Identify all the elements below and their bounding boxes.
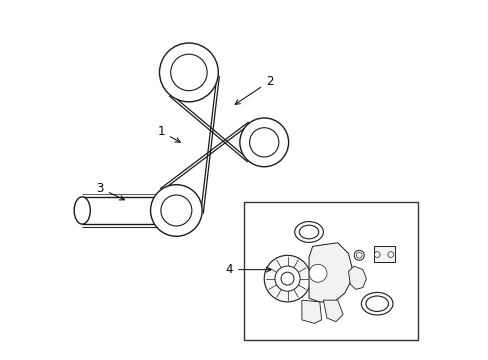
Polygon shape [301, 300, 321, 323]
Ellipse shape [365, 296, 387, 311]
Circle shape [170, 54, 207, 91]
Circle shape [353, 250, 364, 260]
Circle shape [159, 43, 218, 102]
Circle shape [387, 252, 393, 257]
Bar [373, 246, 394, 262]
Text: 4: 4 [225, 263, 270, 276]
Ellipse shape [294, 222, 323, 242]
Text: 3: 3 [97, 182, 124, 200]
Circle shape [239, 118, 288, 167]
Ellipse shape [74, 197, 90, 224]
Circle shape [356, 252, 362, 258]
Text: 1: 1 [157, 125, 180, 142]
Bar [244, 202, 418, 339]
Ellipse shape [299, 225, 318, 239]
Polygon shape [348, 266, 366, 289]
Circle shape [281, 272, 293, 285]
Circle shape [161, 195, 191, 226]
Polygon shape [323, 300, 343, 321]
Circle shape [150, 185, 202, 236]
Circle shape [308, 264, 326, 282]
Circle shape [373, 252, 379, 257]
Polygon shape [308, 243, 351, 302]
Ellipse shape [361, 292, 392, 315]
Text: 2: 2 [235, 75, 273, 104]
Circle shape [264, 255, 310, 302]
Circle shape [249, 128, 278, 157]
Circle shape [274, 266, 300, 291]
